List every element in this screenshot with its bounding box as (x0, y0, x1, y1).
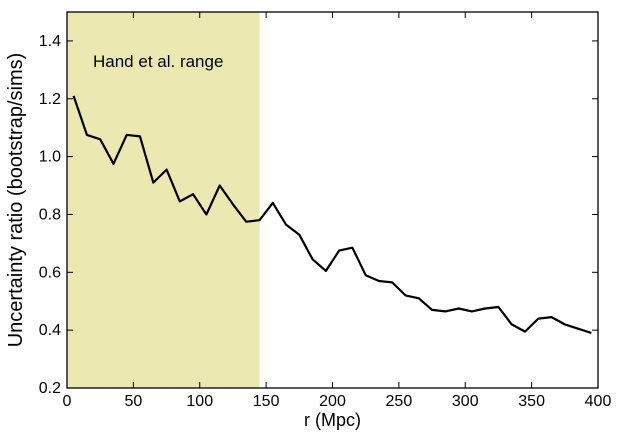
x-axis-ticks: 0 50 100 150 200 250 300 350 400 (63, 12, 612, 410)
y-tick-label: 1.4 (39, 33, 61, 50)
x-tick-label: 350 (518, 393, 545, 410)
y-tick-label: 0.2 (39, 380, 61, 397)
y-tick-label: 0.8 (39, 206, 61, 223)
y-tick-label: 1.2 (39, 91, 61, 108)
plot-frame (66, 11, 599, 389)
hand-range-shaded-region (67, 12, 260, 388)
x-tick-label: 150 (253, 393, 280, 410)
x-tick-label: 100 (186, 393, 213, 410)
x-tick-label: 300 (452, 393, 479, 410)
x-tick-label: 0 (63, 393, 72, 410)
y-axis-ticks: 0.2 0.4 0.6 0.8 1.0 1.2 1.4 (39, 33, 598, 397)
x-tick-label: 400 (585, 393, 612, 410)
x-axis-label: r (Mpc) (304, 410, 361, 430)
y-tick-label: 0.6 (39, 264, 61, 281)
x-tick-label: 50 (124, 393, 142, 410)
y-tick-label: 1.0 (39, 149, 61, 166)
y-axis-label: Uncertainty ratio (bootstrap/sims) (5, 53, 27, 348)
series-line (72, 95, 592, 335)
x-tick-label: 200 (319, 393, 346, 410)
y-tick-label: 0.4 (39, 322, 61, 339)
x-tick-label: 250 (386, 393, 413, 410)
hand-range-label: Hand et al. range (93, 52, 223, 71)
